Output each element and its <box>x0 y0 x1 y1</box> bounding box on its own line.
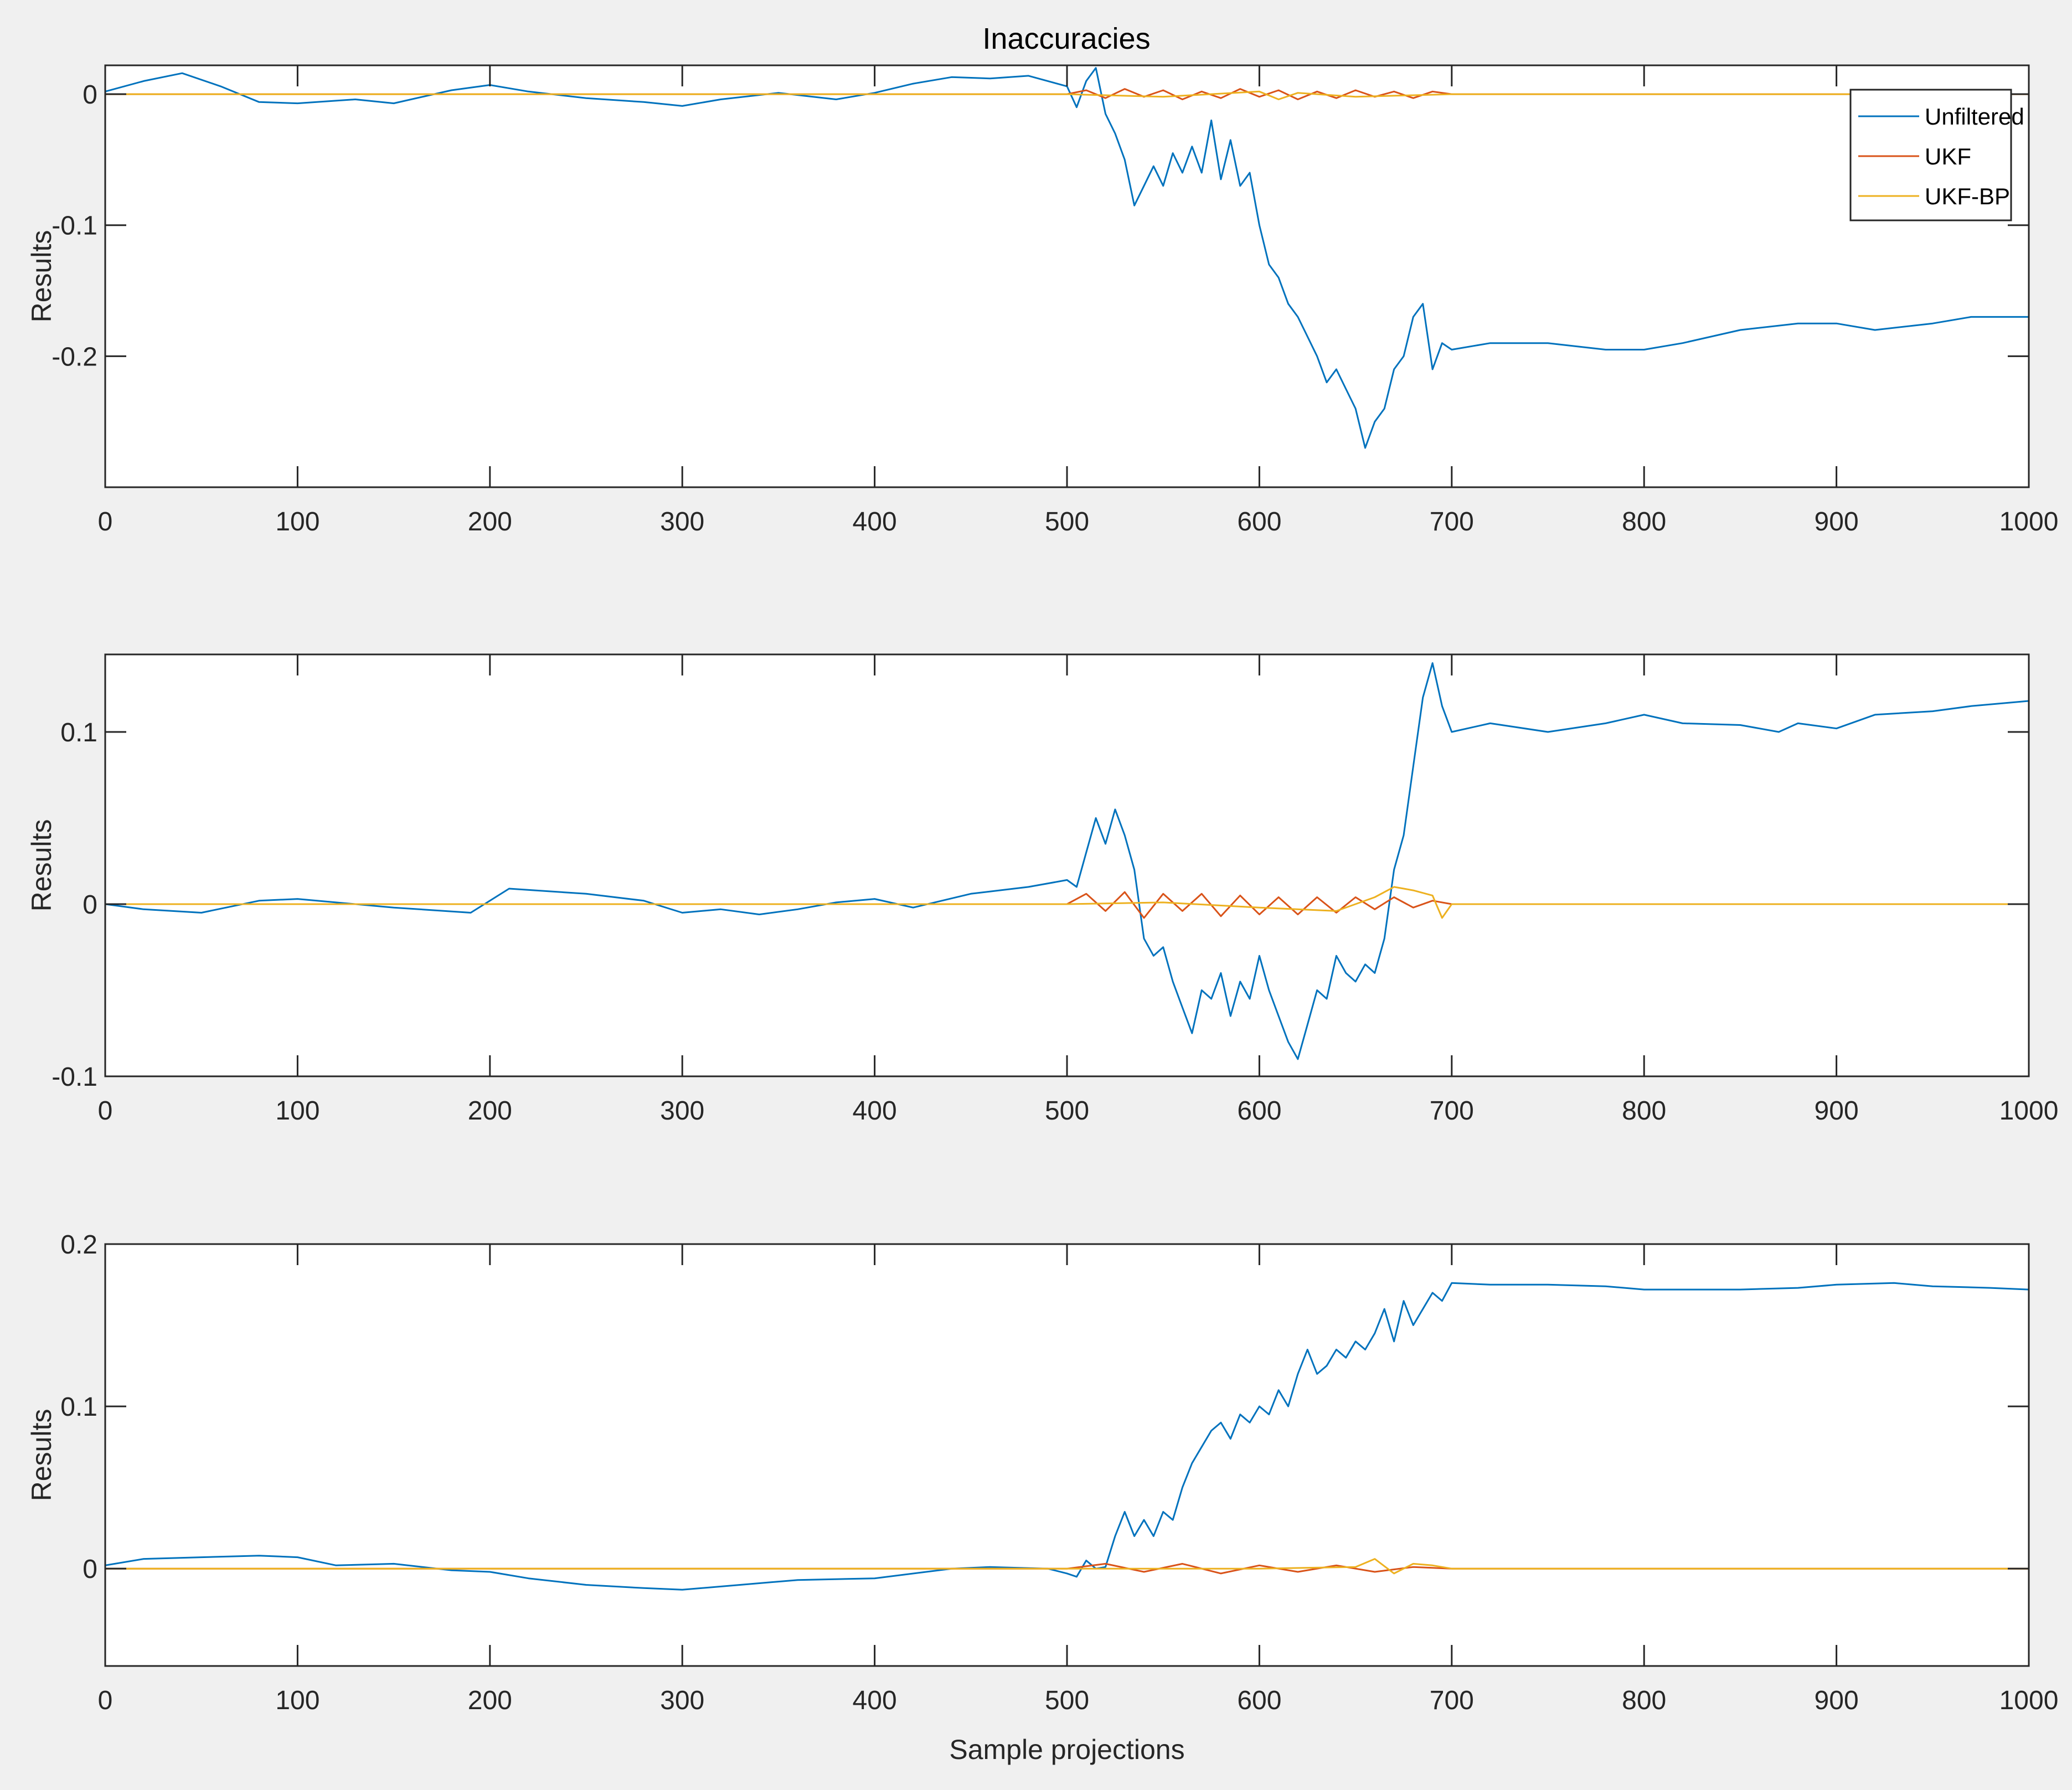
subplots: 0 100 200 300 400 500 600 700 800 900 1000-0.2-0.1… <box>26 64 2059 1765</box>
x-axis-label: Sample projections <box>949 1734 1184 1765</box>
x-tick-label: 1000 <box>1999 1686 2059 1715</box>
x-tick-label: 300 <box>660 1686 704 1715</box>
x-tick-label: 800 <box>1622 507 1666 537</box>
x-tick-label: 400 <box>853 1686 897 1715</box>
y-tick-label: 0.1 <box>60 1392 97 1422</box>
legend-entry: UKF-BP <box>1925 183 2010 209</box>
series-unfiltered-line <box>105 662 2029 1060</box>
x-tick-label: 200 <box>468 507 512 537</box>
plot-area <box>105 65 2029 487</box>
plot-area <box>105 654 2029 1076</box>
x-tick-label: 0 <box>98 1686 113 1715</box>
series-group <box>105 662 2029 1060</box>
x-tick-label: 600 <box>1237 1686 1281 1715</box>
x-tick-label: 500 <box>1045 507 1089 537</box>
x-tick-label: 1000 <box>1999 1096 2059 1126</box>
x-tick-label: 600 <box>1237 1096 1281 1126</box>
subplot-3: 0 100 200 300 400 500 600 700 800 900 1000 0 0.1 0.2 R… <box>26 1230 2058 1765</box>
y-tick-label: 0 <box>83 1555 97 1584</box>
x-tick-label: 0 <box>98 507 113 537</box>
series-group <box>105 1282 2029 1591</box>
x-tick-label: 200 <box>468 1096 512 1126</box>
legend-entry: UKF <box>1925 143 1971 169</box>
y-axis-label: Results <box>26 1409 57 1502</box>
y-tick-label: 0 <box>83 80 97 110</box>
x-tick-label: 800 <box>1622 1686 1666 1715</box>
series-unfiltered-line <box>105 67 2029 449</box>
x-tick-label: 0 <box>98 1096 113 1126</box>
x-tick-label: 100 <box>275 1096 319 1126</box>
x-tick-label: 200 <box>468 1686 512 1715</box>
y-tick-label: 0 <box>83 890 97 920</box>
x-tick-label: 800 <box>1622 1096 1666 1126</box>
figure-title: Inaccuracies <box>982 22 1150 55</box>
x-tick-label: 700 <box>1430 507 1474 537</box>
x-tick-label: 700 <box>1430 1096 1474 1126</box>
y-axis-label: Results <box>26 819 57 912</box>
x-tick-label: 100 <box>275 507 319 537</box>
x-tick-label: 500 <box>1045 1096 1089 1126</box>
x-tick-label: 900 <box>1815 507 1859 537</box>
x-tick-label: 500 <box>1045 1686 1089 1715</box>
x-tick-label: 700 <box>1430 1686 1474 1715</box>
plot-area <box>105 1244 2029 1666</box>
x-tick-label: 600 <box>1237 507 1281 537</box>
subplot-1: 0 100 200 300 400 500 600 700 800 900 1000 -0.2 -0.1… <box>26 64 2059 537</box>
x-tick-label: 400 <box>853 507 897 537</box>
x-tick-label: 900 <box>1815 1686 1859 1715</box>
y-tick-label: 0.1 <box>60 718 97 747</box>
subplot-2: 0 100 200 300 400 500 600 700 800 900 1000-0.100.1… <box>26 653 2059 1126</box>
y-axis-label: Results <box>26 230 57 323</box>
y-tick-label: -0.1 <box>51 212 97 241</box>
series-group <box>105 67 2029 449</box>
series-unfiltered-line <box>105 1282 2029 1591</box>
x-tick-label: 300 <box>660 507 704 537</box>
y-tick-label: 0.2 <box>60 1230 97 1260</box>
x-tick-label: 100 <box>275 1686 319 1715</box>
x-tick-label: 300 <box>660 1096 704 1126</box>
series-ukf-bp-line <box>105 90 2029 100</box>
y-tick-label: -0.1 <box>51 1062 97 1092</box>
legend: Unfiltered UKF UKF-BP <box>1849 89 2024 221</box>
series-ukf-bp-line <box>105 1558 2029 1575</box>
y-tick-label: -0.2 <box>51 342 97 372</box>
series-ukf-bp-line <box>105 886 2029 919</box>
legend-box <box>1849 89 2012 221</box>
legend-entry: Unfiltered <box>1925 104 2024 130</box>
x-tick-label: 400 <box>853 1096 897 1126</box>
x-tick-label: 1000 <box>1999 507 2059 537</box>
x-tick-label: 900 <box>1815 1096 1859 1126</box>
